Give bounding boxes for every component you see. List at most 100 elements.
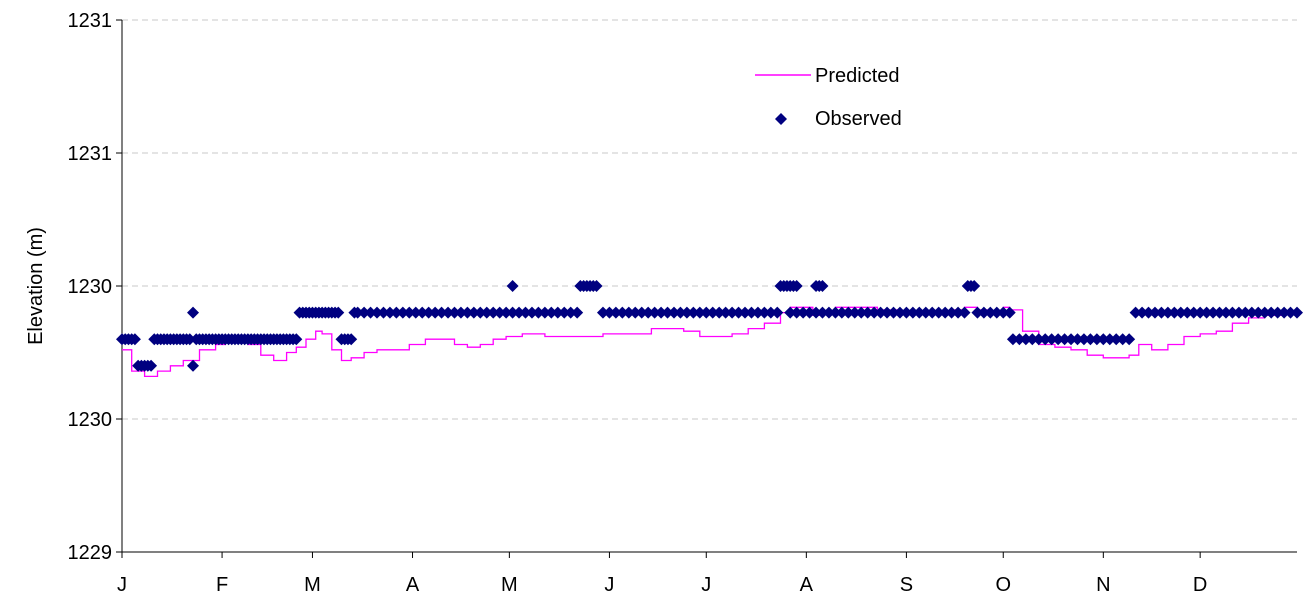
observed-point: [1245, 306, 1258, 319]
observed-point: [971, 306, 984, 319]
y-axis-title: Elevation (m): [25, 227, 47, 345]
observed-point: [790, 306, 803, 319]
observed-point: [1129, 306, 1142, 319]
x-tick-label: A: [800, 574, 814, 596]
observed-point: [1142, 306, 1155, 319]
x-tick-label: N: [1096, 574, 1110, 596]
observed-point: [771, 306, 784, 319]
observed-point: [984, 306, 997, 319]
observed-point: [506, 306, 519, 319]
observed-point: [939, 306, 952, 319]
observed-point: [1187, 306, 1200, 319]
observed-point: [187, 359, 200, 372]
observed-point: [1103, 333, 1116, 346]
observed-point: [1219, 306, 1232, 319]
observed-point: [551, 306, 564, 319]
y-ticks: 1229 1230 1230 1231 1231: [68, 10, 122, 564]
observed-point: [693, 306, 706, 319]
observed-point: [1181, 306, 1194, 319]
observed-point: [667, 306, 680, 319]
observed-point: [1003, 306, 1016, 319]
observed-point: [968, 280, 981, 292]
observed-point: [416, 306, 429, 319]
observed-point: [390, 306, 403, 319]
observed-point: [290, 333, 303, 346]
legend-observed-marker: [775, 113, 787, 125]
x-tick-label: M: [304, 574, 321, 596]
observed-point: [461, 306, 474, 319]
observed-point: [758, 306, 771, 319]
observed-point: [1161, 306, 1174, 319]
observed-point: [855, 306, 868, 319]
observed-point: [596, 306, 609, 319]
observed-point: [545, 306, 558, 319]
observed-point: [990, 306, 1003, 319]
observed-point: [790, 280, 803, 292]
observed-point: [1097, 333, 1110, 346]
x-tick-label: J: [701, 574, 711, 596]
observed-point: [952, 306, 965, 319]
observed-point: [745, 306, 758, 319]
observed-point: [1258, 306, 1271, 319]
observed-point: [616, 306, 629, 319]
observed-point: [848, 306, 861, 319]
legend-observed-label: Observed: [815, 108, 902, 130]
observed-point: [448, 306, 461, 319]
observed-point: [635, 306, 648, 319]
observed-point: [1110, 333, 1123, 346]
observed-point: [719, 306, 732, 319]
observed-point: [803, 306, 816, 319]
observed-point: [642, 306, 655, 319]
observed-point: [1284, 306, 1297, 319]
observed-point: [558, 306, 571, 319]
observed-point: [383, 306, 396, 319]
observed-point: [1239, 306, 1252, 319]
observed-point: [784, 306, 797, 319]
x-tick-label: J: [604, 574, 614, 596]
observed-point: [187, 306, 200, 319]
x-tick-label: M: [501, 574, 518, 596]
observed-point: [1265, 306, 1278, 319]
observed-point: [1019, 333, 1032, 346]
observed-point: [977, 306, 990, 319]
observed-point: [603, 306, 616, 319]
x-tick-label: J: [117, 574, 127, 596]
observed-point: [358, 306, 371, 319]
observed-point: [409, 306, 422, 319]
observed-point: [500, 306, 513, 319]
observed-point: [1136, 306, 1149, 319]
y-tick-label: 1230: [68, 276, 113, 298]
observed-point: [332, 306, 345, 319]
observed-point: [700, 306, 713, 319]
observed-point: [1045, 333, 1058, 346]
observed-point: [1065, 333, 1078, 346]
observed-point: [900, 306, 913, 319]
observed-point: [422, 306, 435, 319]
observed-point: [1148, 306, 1161, 319]
observed-point: [1123, 333, 1136, 346]
y-tick-label: 1229: [68, 542, 113, 564]
observed-point: [513, 306, 526, 319]
observed-point: [590, 280, 603, 292]
observed-point: [1207, 306, 1220, 319]
observed-point: [377, 306, 390, 319]
observed-point: [958, 306, 971, 319]
observed-point: [822, 306, 835, 319]
observed-point: [571, 306, 584, 319]
y-tick-label: 1230: [68, 409, 113, 431]
observed-point: [861, 306, 874, 319]
legend-predicted-label: Predicted: [815, 65, 900, 87]
x-tick-label: D: [1193, 574, 1207, 596]
observed-point: [726, 306, 739, 319]
observed-point: [919, 306, 932, 319]
observed-point: [1058, 333, 1071, 346]
x-tick-label: O: [995, 574, 1011, 596]
observed-point: [1252, 306, 1265, 319]
gridlines: [122, 19, 1297, 420]
observed-point: [816, 280, 829, 292]
observed-point: [1278, 306, 1291, 319]
observed-point: [1013, 333, 1026, 346]
observed-point: [926, 306, 939, 319]
observed-point: [622, 306, 635, 319]
